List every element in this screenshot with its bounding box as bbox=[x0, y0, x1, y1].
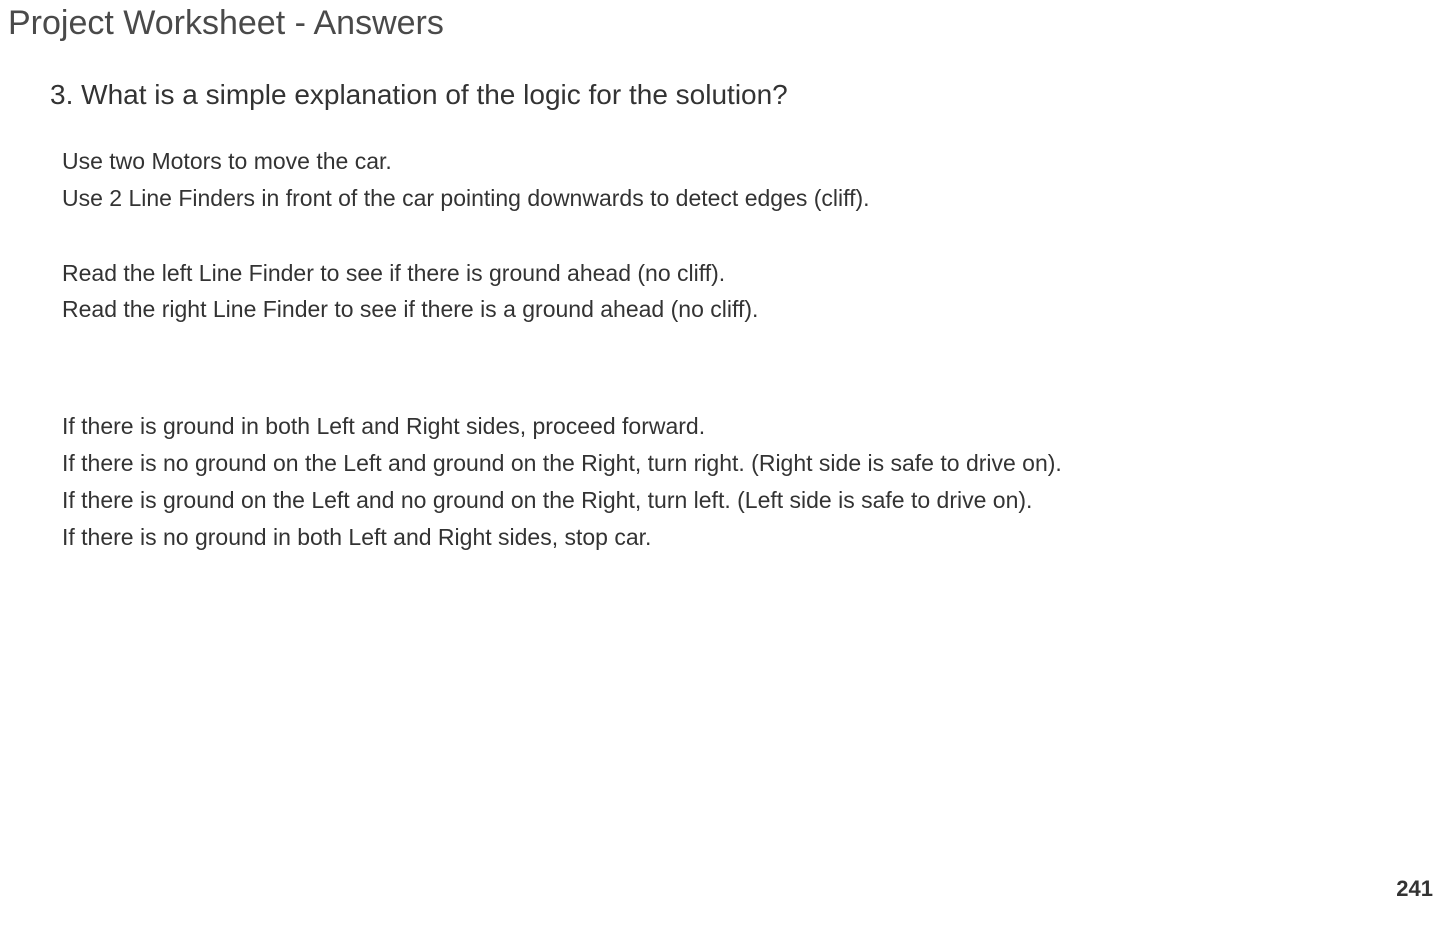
answer-line: If there is no ground in both Left and R… bbox=[62, 519, 1437, 556]
answer-line: If there is ground in both Left and Righ… bbox=[62, 408, 1437, 445]
question-text: What is a simple explanation of the logi… bbox=[81, 79, 788, 110]
answer-line: Read the right Line Finder to see if the… bbox=[62, 291, 1437, 328]
answer-content: Use two Motors to move the car. Use 2 Li… bbox=[62, 143, 1437, 555]
question-number: 3. bbox=[50, 79, 73, 110]
answer-line: If there is no ground on the Left and gr… bbox=[62, 445, 1437, 482]
question-heading: 3. What is a simple explanation of the l… bbox=[50, 79, 1437, 111]
answer-line: Read the left Line Finder to see if ther… bbox=[62, 255, 1437, 292]
page-number: 241 bbox=[1396, 876, 1433, 902]
spacer bbox=[62, 217, 1437, 255]
page-title: Project Worksheet - Answers bbox=[0, 0, 1437, 43]
answer-line: If there is ground on the Left and no gr… bbox=[62, 482, 1437, 519]
spacer bbox=[62, 328, 1437, 408]
answer-line: Use two Motors to move the car. bbox=[62, 143, 1437, 180]
answer-line: Use 2 Line Finders in front of the car p… bbox=[62, 180, 1437, 217]
